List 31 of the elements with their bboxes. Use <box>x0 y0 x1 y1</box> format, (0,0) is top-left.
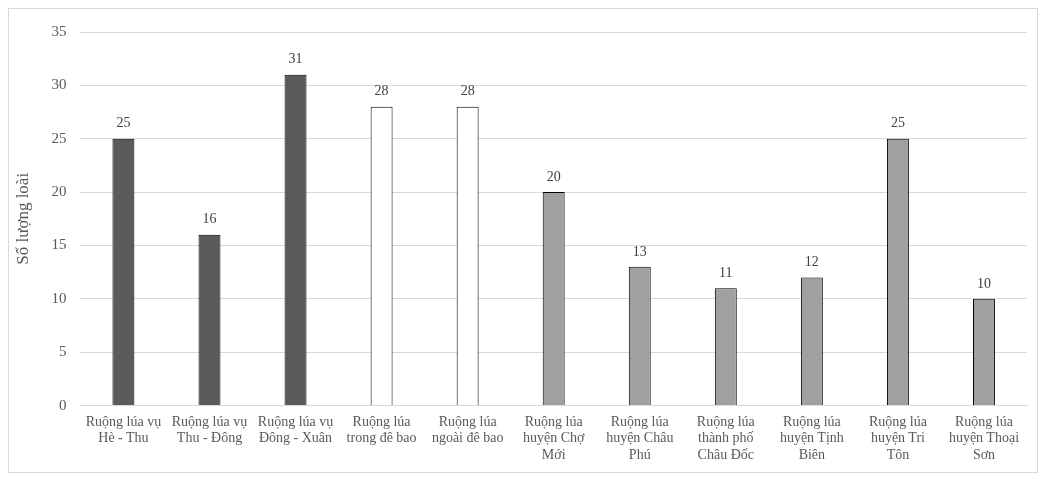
x-tick-label: Ruộng lúa thành phố Châu Đốc <box>696 413 756 463</box>
data-label: 20 <box>546 168 561 184</box>
y-tick-label: 30 <box>51 76 67 93</box>
y-tick-label: 35 <box>51 22 67 39</box>
data-label: 25 <box>116 115 131 131</box>
x-tick-label: Ruộng lúa trong đê bao <box>346 413 417 446</box>
y-tick-label: 0 <box>58 396 67 413</box>
x-tick-label: Ruộng lúa vụ Đông - Xuân <box>257 413 334 446</box>
data-label: 31 <box>288 51 303 67</box>
x-tick-label: Ruộng lúa ngoài đê bao <box>431 413 504 446</box>
x-tick-label: Ruộng lúa vụ Thu - Đông <box>171 413 248 446</box>
y-axis-title: Số lượng loài <box>12 172 32 265</box>
data-label: 12 <box>804 254 819 270</box>
x-tick-label: Ruộng lúa huyện Chợ Mới <box>522 413 586 463</box>
data-label: 10 <box>976 275 991 291</box>
x-tick-label: Ruộng lúa huyện Châu Phú <box>606 413 674 463</box>
x-tick-label: Ruộng lúa vụ Hè - Thu <box>85 413 162 446</box>
y-tick-label: 5 <box>58 343 67 360</box>
y-tick-label: 15 <box>51 236 67 253</box>
data-label: 28 <box>374 83 389 99</box>
y-tick-label: 25 <box>51 129 67 146</box>
x-tick-label: Ruộng lúa huyện Thoại Sơn <box>948 413 1020 463</box>
y-tick-label: 10 <box>51 289 67 306</box>
data-label: 28 <box>460 83 475 99</box>
data-label: 13 <box>632 243 647 259</box>
data-label: 11 <box>719 264 733 280</box>
data-label: 16 <box>202 211 217 227</box>
y-tick-label: 20 <box>51 183 67 200</box>
x-tick-label: Ruộng lúa huyện Tịnh Biên <box>779 413 844 463</box>
data-label: 25 <box>890 115 905 131</box>
x-tick-label: Ruộng lúa huyện Tri Tôn <box>868 413 928 463</box>
